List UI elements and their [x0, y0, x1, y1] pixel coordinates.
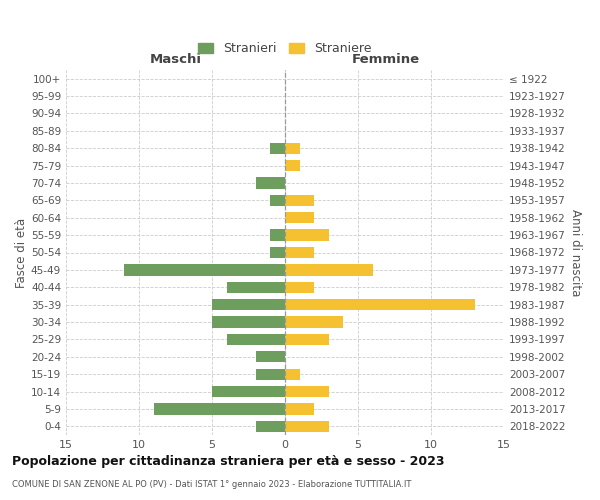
Bar — [285, 142, 299, 154]
Y-axis label: Fasce di età: Fasce di età — [15, 218, 28, 288]
Bar — [271, 142, 285, 154]
Bar — [256, 368, 285, 380]
Bar — [227, 334, 285, 345]
Y-axis label: Anni di nascita: Anni di nascita — [569, 209, 582, 296]
Bar — [285, 160, 299, 171]
Bar — [285, 230, 329, 241]
Bar — [285, 404, 314, 414]
Bar — [285, 212, 314, 224]
Bar — [285, 386, 329, 397]
Bar — [227, 282, 285, 293]
Bar — [285, 420, 329, 432]
Bar — [285, 316, 343, 328]
Bar — [256, 178, 285, 188]
Bar — [285, 264, 373, 276]
Text: Maschi: Maschi — [149, 54, 202, 66]
Legend: Stranieri, Straniere: Stranieri, Straniere — [196, 40, 374, 58]
Bar — [271, 194, 285, 206]
Text: COMUNE DI SAN ZENONE AL PO (PV) - Dati ISTAT 1° gennaio 2023 - Elaborazione TUTT: COMUNE DI SAN ZENONE AL PO (PV) - Dati I… — [12, 480, 412, 489]
Bar — [212, 316, 285, 328]
Bar — [256, 351, 285, 362]
Bar — [271, 247, 285, 258]
Bar — [212, 386, 285, 397]
Bar — [124, 264, 285, 276]
Bar — [285, 368, 299, 380]
Bar — [285, 334, 329, 345]
Bar — [285, 247, 314, 258]
Bar — [154, 404, 285, 414]
Bar — [285, 194, 314, 206]
Bar — [212, 299, 285, 310]
Bar — [285, 299, 475, 310]
Text: Femmine: Femmine — [352, 54, 420, 66]
Text: Popolazione per cittadinanza straniera per età e sesso - 2023: Popolazione per cittadinanza straniera p… — [12, 455, 445, 468]
Bar — [271, 230, 285, 241]
Bar — [256, 420, 285, 432]
Bar — [285, 282, 314, 293]
